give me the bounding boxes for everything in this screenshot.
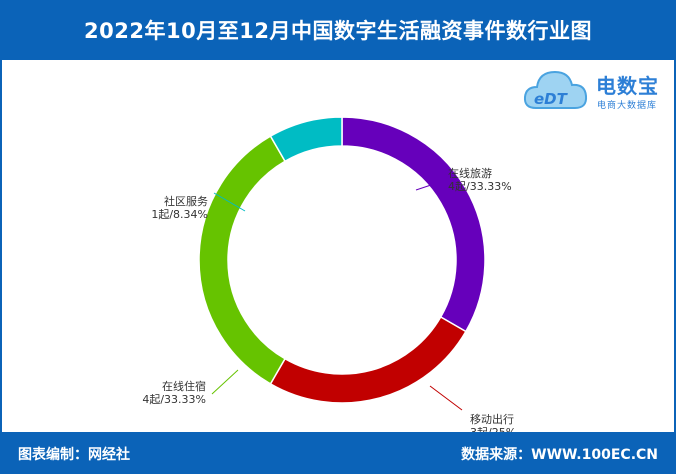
logo-subtitle: 电商大数据库 (597, 101, 658, 111)
slice-label-value-3: 4起/33.33% (142, 393, 206, 406)
donut-slice-2 (269, 315, 467, 404)
donut-chart: 在线旅游4起/33.33%移动出行3起/25%在线住宿4起/33.33%社区服务… (142, 116, 516, 432)
footer-source: 数据来源：WWW.100EC.CN (461, 447, 658, 463)
leader-line-4 (213, 192, 246, 212)
slice-label-name-1: 在线旅游 (448, 166, 492, 180)
chart-area: 在线旅游4起/33.33%移动出行3起/25%在线住宿4起/33.33%社区服务… (0, 60, 676, 432)
donut-slice-3 (198, 135, 287, 385)
logo-mark: eDT (534, 90, 569, 108)
slice-label-name-2: 移动出行 (470, 412, 514, 426)
footer-bar: 图表编制：网经社 数据来源：WWW.100EC.CN (0, 432, 676, 474)
logo: eDT 电数宝 电商大数据库 (522, 62, 670, 120)
slice-label-name-4: 社区服务 (164, 194, 208, 208)
slice-label-value-1: 4起/33.33% (448, 180, 512, 193)
leader-line-2 (429, 385, 463, 411)
slice-label-value-4: 1起/8.34% (151, 208, 208, 221)
slice-label-value-2: 3起/25% (470, 426, 516, 432)
donut-slice-1 (341, 116, 486, 333)
logo-brand: 电数宝 (596, 74, 659, 98)
header-bar: 2022年10月至12月中国数字生活融资事件数行业图 (0, 0, 676, 60)
donut-slice-4 (269, 116, 343, 163)
slice-label-name-3: 在线住宿 (162, 379, 206, 393)
leader-line-1 (415, 181, 441, 191)
leader-line-3 (211, 369, 239, 395)
chart-title: 2022年10月至12月中国数字生活融资事件数行业图 (84, 19, 592, 43)
cloud-logo-icon: eDT (523, 70, 588, 109)
footer-credit: 图表编制：网经社 (18, 447, 130, 463)
